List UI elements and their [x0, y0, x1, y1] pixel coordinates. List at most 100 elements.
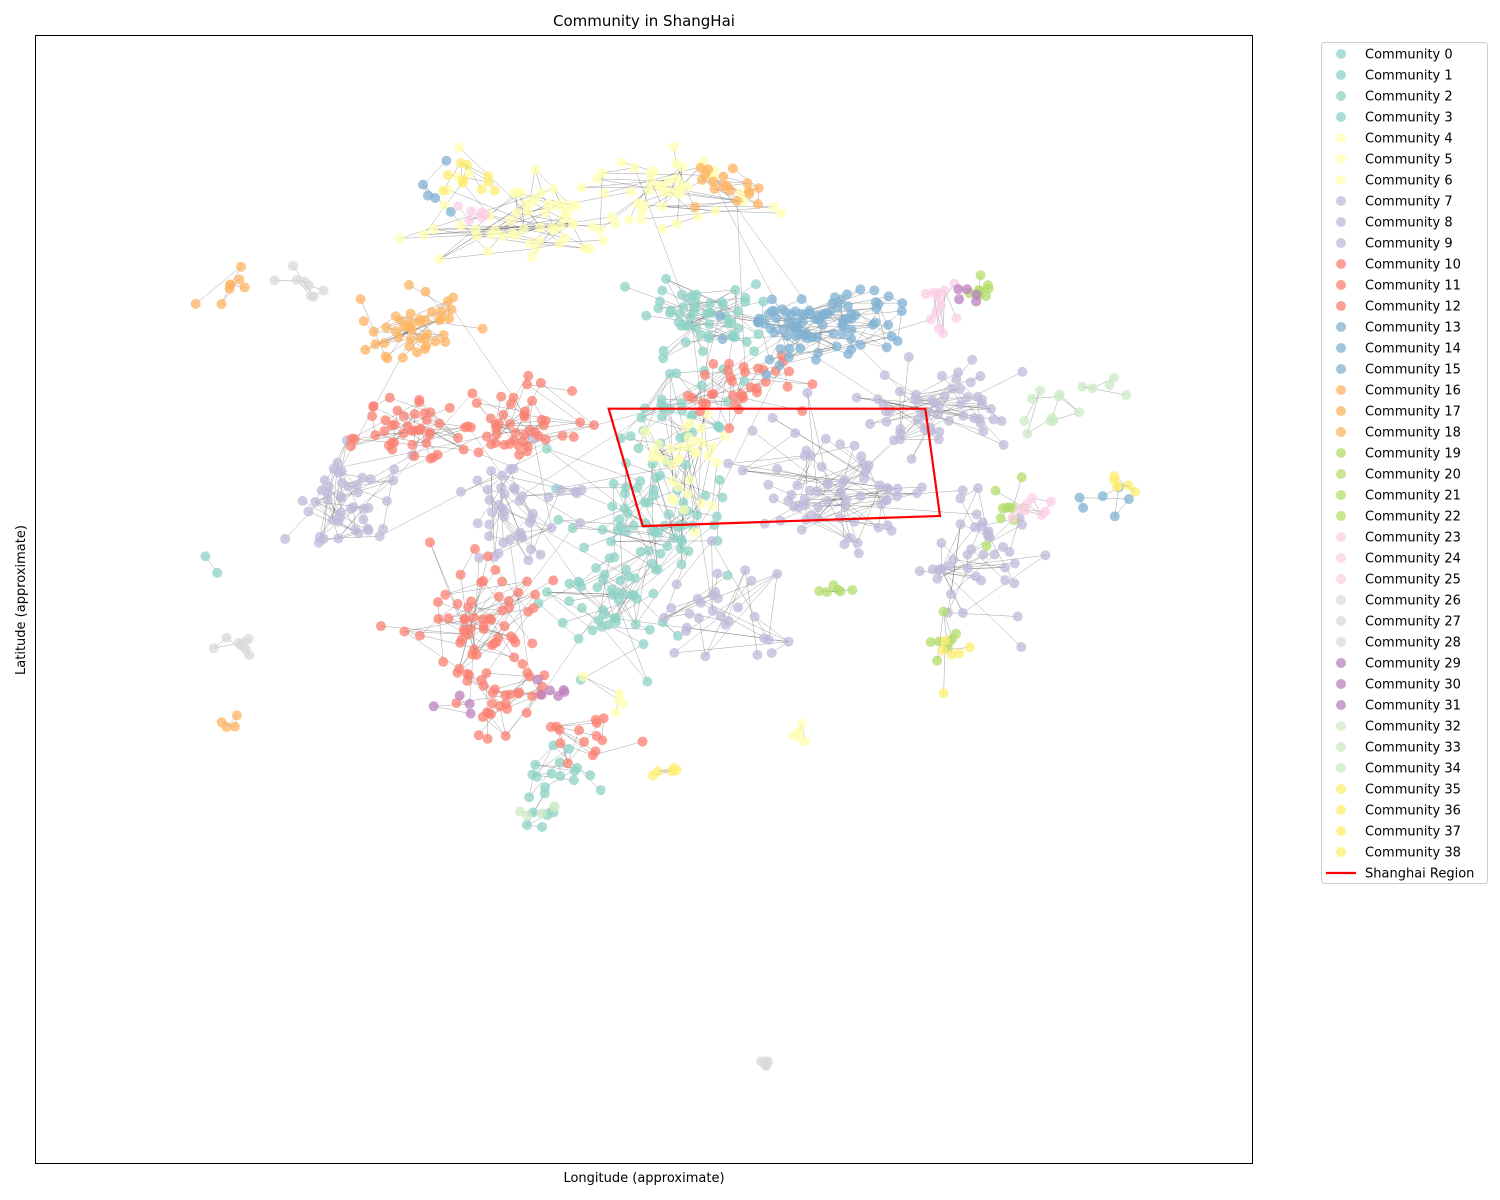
legend-marker: [1336, 721, 1346, 731]
community-node: [753, 329, 764, 340]
community-node: [844, 532, 855, 543]
community-node: [822, 478, 833, 489]
community-node: [878, 399, 889, 410]
legend-label: Community 37: [1365, 825, 1461, 840]
community-node: [837, 328, 848, 339]
community-node: [452, 598, 463, 609]
network-edge: [937, 554, 984, 579]
community-node: [705, 298, 716, 309]
network-edge: [671, 594, 713, 609]
community-node: [897, 298, 908, 309]
community-node: [595, 224, 606, 235]
community-node: [555, 771, 566, 782]
community-node: [530, 759, 541, 770]
community-node: [291, 274, 302, 285]
community-node: [462, 421, 473, 432]
community-node: [712, 593, 723, 604]
community-node: [333, 516, 344, 527]
community-node: [509, 484, 520, 495]
network-edge: [717, 479, 720, 541]
community-node: [1022, 428, 1033, 439]
community-node: [355, 294, 366, 305]
community-node: [546, 768, 557, 779]
network-edge: [338, 508, 365, 539]
community-node: [1000, 575, 1011, 586]
community-node: [989, 549, 1000, 560]
y-axis-label: Latitude (approximate): [14, 525, 29, 675]
community-node: [671, 158, 682, 169]
network-edge: [705, 570, 746, 657]
community-node: [659, 187, 670, 198]
community-node: [796, 294, 807, 305]
community-node: [662, 541, 673, 552]
network-edge: [578, 609, 604, 639]
community-node: [420, 286, 431, 297]
community-node: [610, 617, 621, 628]
community-node: [951, 628, 962, 639]
community-node: [799, 494, 810, 505]
community-node: [650, 564, 661, 575]
community-node: [1000, 562, 1011, 573]
community-node: [1040, 550, 1051, 561]
community-node: [486, 614, 497, 625]
network-edge: [737, 573, 778, 608]
community-node: [579, 736, 590, 747]
community-node: [810, 314, 821, 325]
community-node: [624, 214, 635, 225]
community-node: [599, 609, 610, 620]
network-edge: [728, 455, 805, 464]
legend-marker: [1336, 574, 1346, 584]
community-node: [666, 493, 677, 504]
community-node: [642, 676, 653, 687]
community-node: [200, 551, 211, 562]
community-node: [1027, 393, 1038, 404]
community-node: [951, 313, 962, 324]
community-node: [656, 399, 667, 410]
community-node: [464, 698, 475, 709]
community-node: [714, 422, 725, 433]
network-edge: [340, 480, 394, 497]
community-node: [490, 564, 501, 575]
community-node: [1012, 611, 1023, 622]
community-node: [715, 611, 726, 622]
community-node: [925, 314, 936, 325]
legend-marker: [1336, 427, 1346, 437]
network-edge: [708, 328, 739, 339]
legend-marker: [1336, 805, 1346, 815]
community-node: [637, 206, 648, 217]
community-node: [555, 220, 566, 231]
network-edge: [496, 425, 544, 435]
legend-label: Community 33: [1365, 741, 1461, 756]
community-node: [551, 721, 562, 732]
community-node: [575, 417, 586, 428]
community-node: [445, 206, 456, 217]
community-node: [673, 454, 684, 465]
community-node: [619, 281, 630, 292]
community-node: [696, 380, 707, 391]
legend-marker: [1336, 511, 1346, 521]
community-node: [568, 775, 579, 786]
community-node: [760, 1059, 771, 1070]
community-node: [962, 392, 973, 403]
community-node: [322, 495, 333, 506]
community-node: [733, 306, 744, 317]
community-node: [717, 492, 728, 503]
community-node: [772, 568, 783, 579]
community-node: [951, 374, 962, 385]
community-node: [732, 602, 743, 613]
network-edge: [646, 315, 739, 329]
community-node: [474, 552, 485, 563]
community-node: [557, 617, 568, 628]
community-node: [764, 354, 775, 365]
community-node: [786, 322, 797, 333]
community-node: [359, 503, 370, 514]
community-node: [943, 415, 954, 426]
community-node: [514, 449, 525, 460]
network-edge: [476, 402, 526, 412]
community-node: [706, 535, 717, 546]
legend-marker: [1336, 700, 1346, 710]
community-node: [537, 681, 548, 692]
community-node: [737, 465, 748, 476]
community-node: [768, 201, 779, 212]
network-edge: [728, 463, 888, 489]
